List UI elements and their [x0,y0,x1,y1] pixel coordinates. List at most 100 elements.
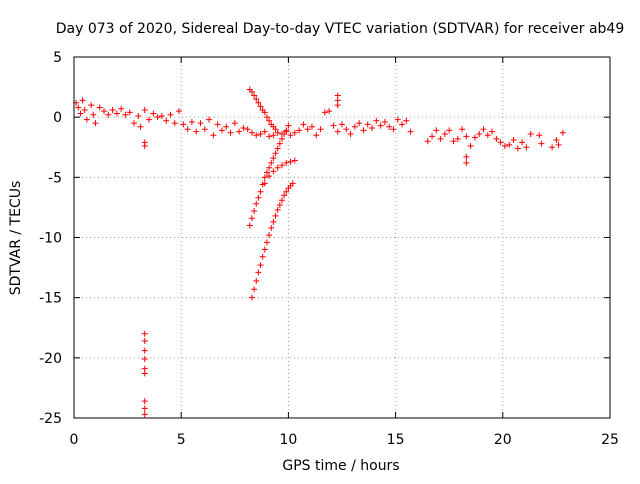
data-point [263,169,270,176]
data-point [296,127,303,134]
data-point [255,194,262,201]
data-point [261,109,268,116]
data-point [268,224,275,231]
data-point [261,180,268,187]
axis-tick-labels: 0 5 10 15 20 25 5 0 -5 -10 -15 -20 -25 [39,50,619,448]
data-point [484,132,491,139]
data-point [251,92,258,99]
x-tick-label: 20 [494,432,512,448]
data-point [510,137,517,144]
data-point [184,126,191,133]
data-point [523,144,530,151]
data-point [506,141,513,148]
data-point [549,144,556,151]
data-point [246,222,253,229]
data-point [210,132,217,139]
data-point [259,253,266,260]
data-point [253,200,260,207]
data-point [287,132,294,139]
data-point [281,192,288,199]
data-point [92,120,99,127]
y-tick-label: 5 [53,50,62,66]
data-point [441,131,448,138]
data-point [272,150,279,157]
data-point [141,356,148,363]
data-point [381,118,388,125]
data-point [278,197,285,204]
data-point [257,103,264,110]
data-point [79,97,86,104]
y-tick-label: -15 [39,291,62,307]
data-point [197,120,204,127]
data-point [476,131,483,138]
data-point [248,129,255,136]
x-tick-label: 10 [279,432,297,448]
data-point [96,104,103,111]
data-point [257,188,264,195]
data-point [122,111,129,118]
data-point [289,180,296,187]
data-point [223,123,230,130]
data-point [248,88,255,95]
data-point [257,262,264,269]
data-point [266,164,273,171]
y-tick-label: -10 [39,231,62,247]
data-point [471,134,478,141]
data-point [553,137,560,144]
data-point [270,155,277,162]
data-point [266,232,273,239]
data-point [248,294,255,301]
data-point [360,127,367,134]
data-point [304,126,311,133]
data-point [263,239,270,246]
data-point [77,110,84,117]
data-point [167,111,174,118]
data-point [188,118,195,125]
data-point [467,143,474,150]
data-point [193,128,200,135]
data-point [163,117,170,124]
data-point [272,126,279,133]
data-point [459,126,466,133]
data-point [399,121,406,128]
data-point [489,128,496,135]
data-point [394,116,401,123]
data-point [154,114,161,121]
data-point [334,102,341,109]
data-point [253,96,260,103]
data-point [536,132,543,139]
y-tick-label: -5 [48,170,62,186]
data-point [255,99,262,106]
data-point [433,127,440,134]
data-point [274,164,281,171]
data-point [514,145,521,152]
data-point [527,131,534,138]
x-axis-label: GPS time / hours [282,458,399,474]
data-point [272,212,279,219]
data-point [308,123,315,130]
data-point [180,121,187,128]
data-point [429,133,436,140]
data-point [141,337,148,344]
data-point [83,116,90,123]
data-point [231,120,238,127]
data-point [268,159,275,166]
data-point [266,173,273,180]
chart-title: Day 073 of 2020, Sidereal Day-to-day VTE… [56,21,625,37]
data-point [463,153,470,160]
data-point [347,131,354,138]
data-point [291,129,298,136]
data-point [356,120,363,127]
data-point [274,129,281,136]
x-tick-label: 5 [177,432,186,448]
data-point [330,122,337,129]
data-point [450,138,457,145]
data-point [141,370,148,377]
data-point [287,158,294,165]
data-point [313,132,320,139]
data-point [266,117,273,124]
data-point [113,110,120,117]
data-point [105,111,112,118]
data-point [373,117,380,124]
